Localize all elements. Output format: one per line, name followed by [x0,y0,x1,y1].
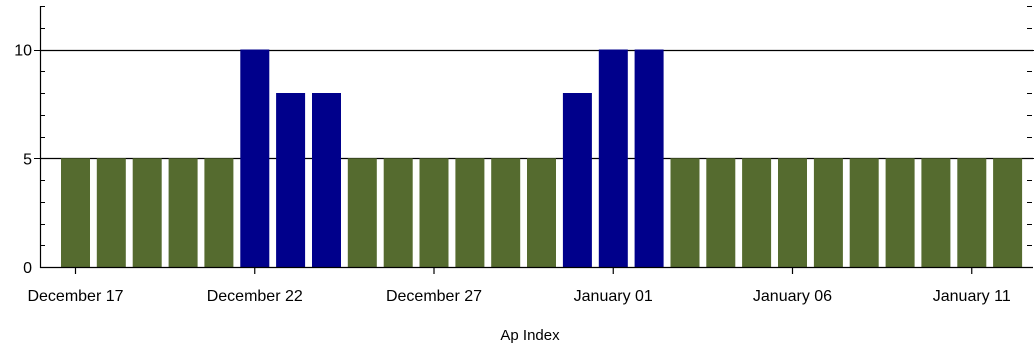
bar-2012-12-27 [419,158,449,268]
bar-2013-01-11 [957,158,987,268]
bar-2012-12-24 [312,93,341,267]
bar-2013-01-04 [706,158,736,268]
bar-2012-12-19 [132,158,162,268]
bars [61,49,1023,268]
bar-2012-12-30 [527,158,556,268]
bar-2012-12-20 [168,158,198,268]
bar-2012-12-18 [96,158,126,268]
x-tick-label-2013-01-06: January 06 [753,288,832,305]
bar-2012-12-29 [491,158,521,268]
bar-2012-12-25 [347,158,377,268]
bar-2013-01-01 [598,49,628,267]
y-tick-label-5: 5 [23,151,32,168]
x-tick-label-2013-01-11: January 11 [933,288,1011,305]
y-tick-label-10: 10 [14,43,32,60]
x-axis-title: Ap Index [500,327,560,344]
bar-2013-01-08 [849,158,879,268]
gridlines [40,49,1033,160]
bar-2013-01-07 [813,158,843,268]
x-tick-label-2013-01-01: January 01 [574,288,653,305]
y-tick-label-0: 0 [23,260,32,277]
bar-2012-12-21 [204,158,234,268]
bar-2012-12-31 [562,93,592,267]
bar-2013-01-05 [742,158,772,268]
bar-2012-12-22 [240,49,270,267]
bar-2013-01-10 [921,158,951,268]
axes [34,6,1034,274]
bar-2012-12-28 [455,158,485,268]
tick-labels: 0 5 10 December 17 December 22 December 27 Jan… [14,43,1011,306]
x-tick-label-2012-12-17: December 17 [27,288,123,305]
x-tick-label-2012-12-27: December 27 [386,288,482,305]
bar-2012-12-26 [383,158,413,268]
bar-2013-01-06 [778,158,807,268]
bar-2012-12-23 [276,93,306,267]
bar-2013-01-02 [634,49,664,267]
x-tick-label-2012-12-22: December 22 [207,288,303,305]
bar-2013-01-12 [993,158,1023,268]
bar-2013-01-03 [670,158,700,268]
bar-2013-01-09 [885,158,915,268]
bar-2012-12-17 [61,158,90,268]
